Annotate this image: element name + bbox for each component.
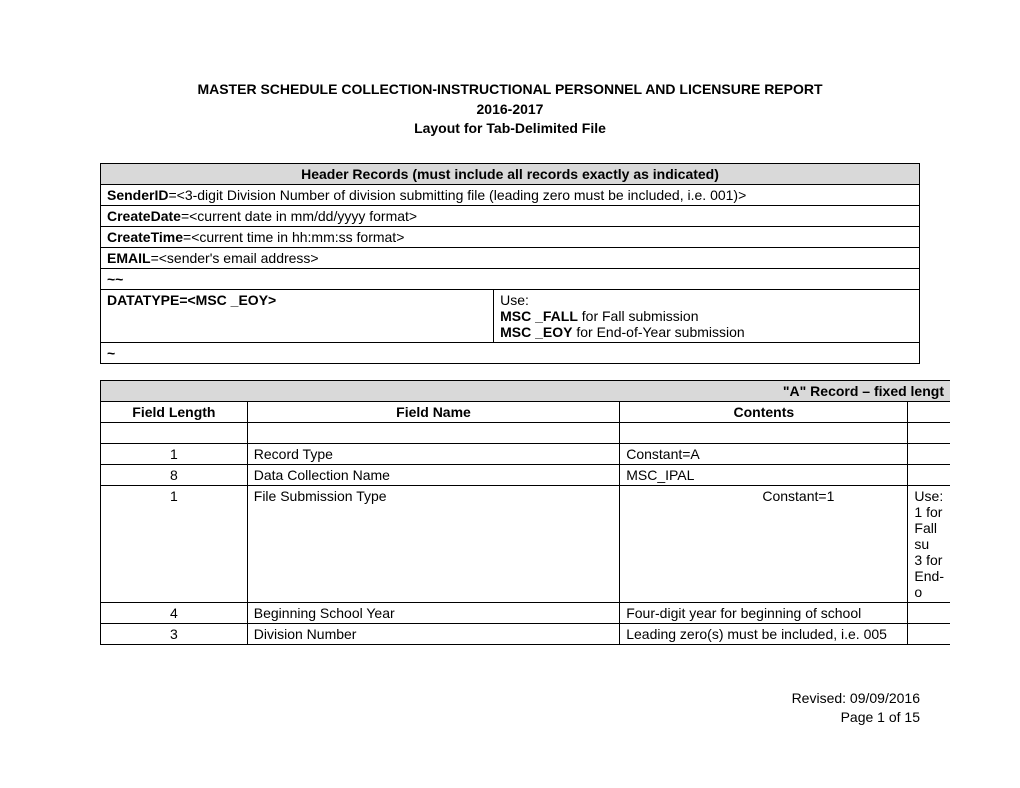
label: CreateTime: [107, 229, 183, 245]
header-row-senderid: SenderID=<3-digit Division Number of div…: [101, 184, 920, 205]
header-records-table: Header Records (must include all records…: [100, 163, 920, 364]
col-header-field-length: Field Length: [101, 401, 248, 422]
header-row-createtime: CreateTime=<current time in hh:mm:ss for…: [101, 226, 920, 247]
footer-revised: Revised: 09/09/2016: [792, 689, 920, 709]
header-row-datatype-right: Use: MSC _FALL for Fall submission MSC _…: [494, 289, 920, 342]
a-record-row: 3 Division Number Leading zero(s) must b…: [101, 623, 951, 644]
page-footer: Revised: 09/09/2016 Page 1 of 15: [792, 689, 920, 728]
a-record-header-line: "A" Record – fixed lengt: [101, 380, 951, 401]
a-record-row: 8 Data Collection Name MSC_IPAL: [101, 464, 951, 485]
col-header-contents: Contents: [620, 401, 908, 422]
header-row-createdate: CreateDate=<current date in mm/dd/yyyy f…: [101, 205, 920, 226]
a-record-row: 1 File Submission Type Constant=1 Use: 1…: [101, 485, 951, 602]
value: =<current date in mm/dd/yyyy format>: [181, 208, 417, 224]
label: EMAIL: [107, 250, 151, 266]
title-line-3: Layout for Tab-Delimited File: [100, 119, 920, 139]
a-record-row: 1 Record Type Constant=A: [101, 443, 951, 464]
col-header-extra: [908, 401, 950, 422]
col-header-field-name: Field Name: [247, 401, 619, 422]
value: =<3-digit Division Number of division su…: [168, 187, 746, 203]
header-row-tilde-double: ~~: [101, 268, 920, 289]
title-line-1: MASTER SCHEDULE COLLECTION-INSTRUCTIONAL…: [100, 80, 920, 100]
header-row-tilde-single: ~: [101, 342, 920, 363]
footer-page: Page 1 of 15: [792, 708, 920, 728]
a-record-row: 4 Beginning School Year Four-digit year …: [101, 602, 951, 623]
label: CreateDate: [107, 208, 181, 224]
a-record-table: "A" Record – fixed lengt Field Length Fi…: [100, 380, 950, 645]
header-row-email: EMAIL=<sender's email address>: [101, 247, 920, 268]
header-records-heading: Header Records (must include all records…: [101, 163, 920, 184]
value: =<current time in hh:mm:ss format>: [183, 229, 404, 245]
title-line-2: 2016-2017: [100, 100, 920, 120]
label: SenderID: [107, 187, 168, 203]
value: =<sender's email address>: [151, 250, 319, 266]
page-title-block: MASTER SCHEDULE COLLECTION-INSTRUCTIONAL…: [100, 80, 920, 139]
header-row-datatype-left: DATATYPE=<MSC _EOY>: [101, 289, 494, 342]
